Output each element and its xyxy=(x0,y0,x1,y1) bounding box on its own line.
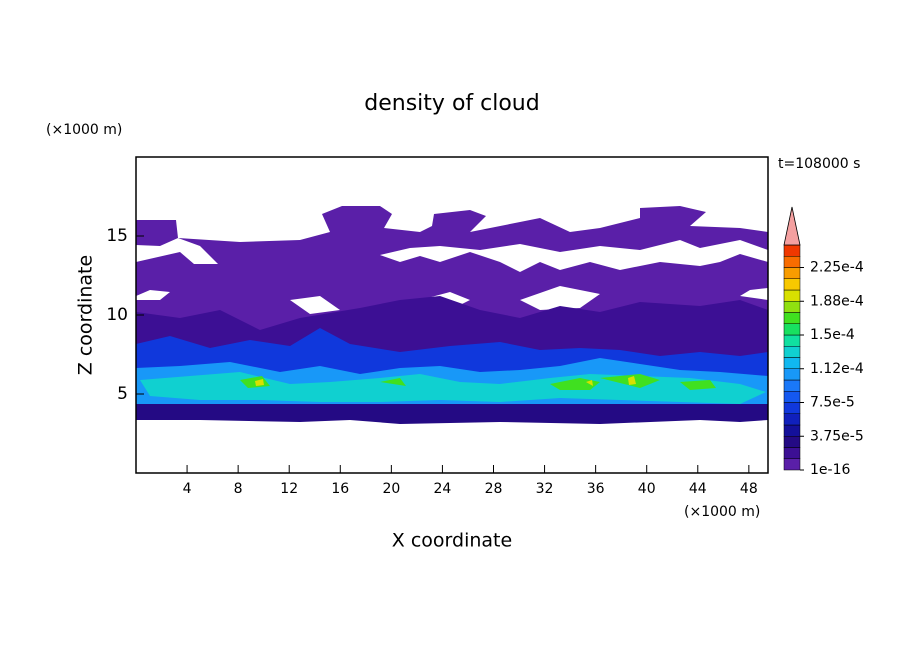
colorbar-extend xyxy=(783,206,801,246)
time-label: t=108000 s xyxy=(778,156,860,172)
colorbar-band xyxy=(783,289,801,302)
x-tick-label: 24 xyxy=(434,481,452,497)
colorbar-band xyxy=(783,346,801,358)
colorbar-band xyxy=(783,357,801,369)
y-tick-label: 5 xyxy=(117,384,128,404)
colorbar-band xyxy=(783,424,801,437)
colorbar-band xyxy=(783,391,801,403)
colorbar-label: 1.5e-4 xyxy=(810,327,855,343)
chart-title: density of cloud xyxy=(364,91,539,116)
cloud-base xyxy=(136,404,768,424)
x-tick-label: 28 xyxy=(485,481,503,497)
colorbar-band xyxy=(783,323,801,336)
x-tick-label: 12 xyxy=(280,481,298,497)
colorbar-band xyxy=(783,379,801,392)
colorbar-band xyxy=(783,458,801,471)
colorbar-label: 7.5e-5 xyxy=(810,395,855,411)
x-axis-label: X coordinate xyxy=(392,530,512,552)
y-tick-label: 10 xyxy=(106,305,128,325)
x-tick-label: 16 xyxy=(331,481,349,497)
colorbar-label: 1.12e-4 xyxy=(810,361,864,377)
y-unit: (×1000 m) xyxy=(46,122,122,138)
colorbar-label: 1.88e-4 xyxy=(810,293,864,309)
colorbar-band xyxy=(783,436,801,448)
colorbar-band xyxy=(783,413,801,426)
colorbar-label: 1e-16 xyxy=(810,462,850,478)
x-unit: (×1000 m) xyxy=(684,504,760,520)
colorbar-label: 2.25e-4 xyxy=(810,260,864,276)
colorbar-band xyxy=(783,278,801,291)
colorbar-band xyxy=(783,256,801,268)
x-tick-label: 32 xyxy=(536,481,554,497)
y-axis-label: Z coordinate xyxy=(75,255,97,375)
cloud-green xyxy=(240,374,716,390)
colorbar-band xyxy=(783,312,801,324)
colorbar-band xyxy=(783,402,801,414)
x-tick-label: 40 xyxy=(638,481,656,497)
colorbar-band xyxy=(783,267,801,279)
x-tick-label: 20 xyxy=(382,481,400,497)
colorbar-band xyxy=(783,334,801,347)
x-tick-label: 8 xyxy=(234,481,243,497)
colorbar-band xyxy=(783,301,801,313)
y-tick-label: 15 xyxy=(106,226,128,246)
x-tick-label: 44 xyxy=(689,481,707,497)
x-tick-label: 4 xyxy=(183,481,192,497)
colorbar-band xyxy=(783,447,801,459)
contour-field xyxy=(136,206,768,424)
colorbar-label: 3.75e-5 xyxy=(810,428,864,444)
colorbar-band xyxy=(783,368,801,381)
cloud-gap xyxy=(136,238,768,314)
x-tick-label: 48 xyxy=(740,481,758,497)
colorbar-band xyxy=(783,244,801,257)
x-tick-label: 36 xyxy=(587,481,605,497)
